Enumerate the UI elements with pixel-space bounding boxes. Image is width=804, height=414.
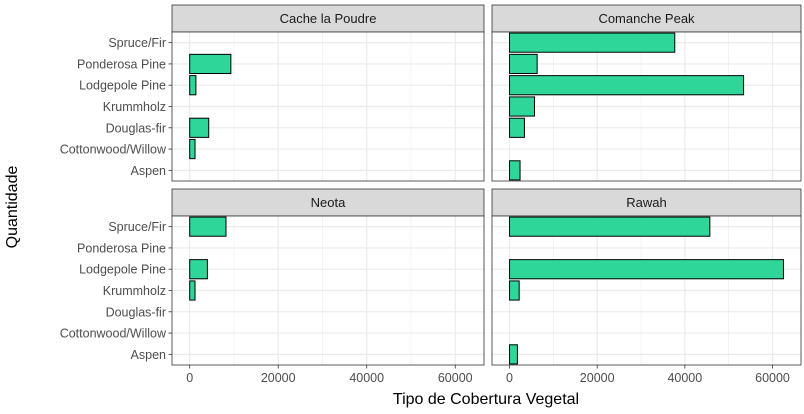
y-tick-label-lodgepole-pine: Lodgepole Pine: [79, 263, 166, 277]
y-tick-label-aspen: Aspen: [131, 164, 166, 178]
bar-rawah-krummholz: [509, 280, 520, 301]
panel-rawah: Rawah 0 20000 40000 60000: [491, 188, 802, 385]
x-tick-label: 0: [186, 371, 193, 385]
y-axis-title: Quantidade: [4, 166, 21, 249]
facet-title-comanche-peak: Comanche Peak: [598, 11, 695, 26]
panel-cache-la-poudre: Cache la Poudre Spruce/Fir Ponderosa Pine L…: [60, 4, 485, 182]
y-tick-label-krummholz: Krummholz: [103, 284, 166, 298]
y-tick-label-douglas-fir: Douglas-fir: [106, 121, 166, 135]
bar-cache-la-poudre-cottonwood-willow: [189, 138, 196, 160]
facet-strip-neota: [171, 188, 485, 217]
panel-border-comanche-peak: [491, 31, 802, 182]
y-tick-label-lodgepole-pine: Lodgepole Pine: [79, 79, 166, 93]
x-tick-label: 60000: [438, 371, 473, 385]
bar-neota-lodgepole-pine: [189, 259, 208, 280]
y-tick-label-spruce-fir: Spruce/Fir: [108, 220, 166, 234]
bar-comanche-peak-aspen: [509, 160, 521, 181]
y-tick-label-cottonwood-willow: Cottonwood/Willow: [60, 327, 167, 341]
bar-rawah-spruce-fir: [509, 216, 711, 237]
panel-comanche-peak: Comanche Peak: [491, 4, 802, 182]
x-tick-label: 0: [506, 371, 513, 385]
x-tick-label: 40000: [349, 371, 384, 385]
panel-neota: Neota Spruce/Fir Ponderosa Pine Lodgepole P…: [60, 188, 485, 385]
bar-comanche-peak-krummholz: [509, 96, 536, 117]
panels-group: Cache la Poudre Spruce/Fir Ponderosa Pine L…: [60, 4, 802, 385]
panel-border-rawah: [491, 215, 802, 366]
y-tick-label-douglas-fir: Douglas-fir: [106, 305, 166, 319]
bar-comanche-peak-ponderosa-pine: [509, 53, 538, 75]
facet-title-neota: Neota: [311, 195, 346, 210]
facet-strip-comanche-peak: [491, 4, 802, 33]
bar-rawah-lodgepole-pine: [509, 259, 784, 280]
y-tick-label-aspen: Aspen: [131, 348, 166, 362]
bar-cache-la-poudre-lodgepole-pine: [189, 75, 197, 96]
bar-cache-la-poudre-douglas-fir: [189, 117, 210, 138]
facet-strip-cache-la-poudre: [171, 4, 485, 33]
bar-comanche-peak-douglas-fir: [509, 117, 525, 138]
x-tick-label: 20000: [580, 371, 615, 385]
y-tick-label-ponderosa-pine: Ponderosa Pine: [77, 241, 166, 255]
y-tick-label-spruce-fir: Spruce/Fir: [108, 36, 166, 50]
x-tick-label: 40000: [667, 371, 702, 385]
facet-strip-rawah: [491, 188, 802, 217]
bar-neota-spruce-fir: [189, 216, 227, 237]
x-tick-label: 20000: [261, 371, 296, 385]
bar-comanche-peak-lodgepole-pine: [509, 75, 745, 96]
bar-neota-krummholz: [189, 280, 196, 301]
y-tick-label-krummholz: Krummholz: [103, 100, 166, 114]
bar-rawah-aspen: [509, 344, 518, 365]
x-tick-label: 60000: [755, 371, 790, 385]
bar-cache-la-poudre-ponderosa-pine: [189, 53, 232, 75]
bar-comanche-peak-spruce-fir: [509, 32, 676, 53]
facet-title-rawah: Rawah: [626, 195, 666, 210]
x-axis-title: Tipo de Cobertura Vegetal: [393, 391, 579, 408]
y-tick-label-cottonwood-willow: Cottonwood/Willow: [60, 143, 167, 157]
facet-title-cache-la-poudre: Cache la Poudre: [280, 11, 377, 26]
y-tick-label-ponderosa-pine: Ponderosa Pine: [77, 57, 166, 71]
